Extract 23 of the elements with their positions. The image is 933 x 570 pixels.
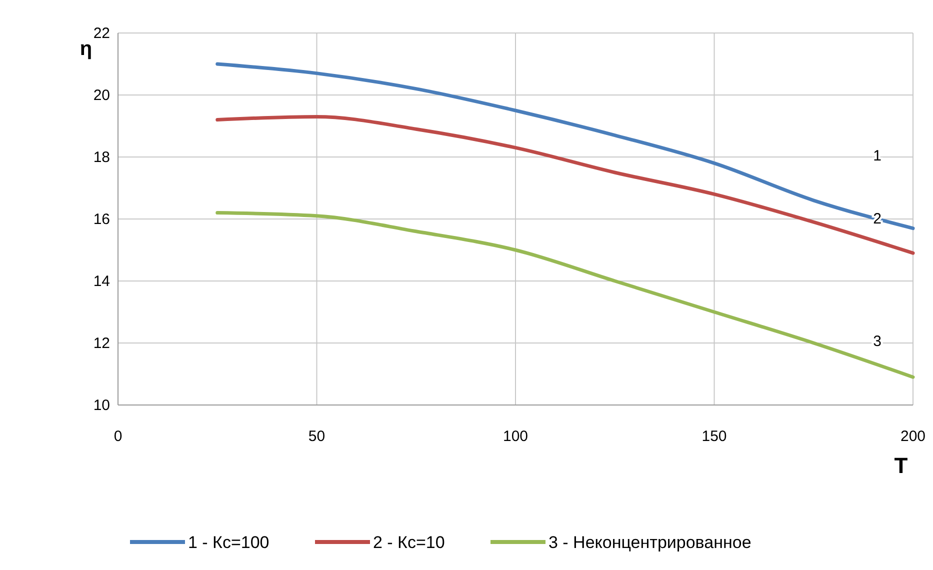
legend-label: 1 - Кс=100 bbox=[188, 533, 270, 552]
legend-label: 2 - Кс=10 bbox=[373, 533, 445, 552]
legend-label: 3 - Неконцентрированное bbox=[548, 533, 752, 552]
x-axis-title: T bbox=[894, 453, 908, 478]
y-tick-label: 16 bbox=[93, 211, 110, 228]
annotation: 1 bbox=[873, 147, 882, 164]
x-tick-label: 0 bbox=[114, 428, 122, 445]
y-tick-label: 22 bbox=[93, 25, 110, 42]
x-tick-label: 100 bbox=[502, 428, 528, 445]
y-axis-title: η bbox=[80, 38, 92, 60]
y-tick-label: 12 bbox=[93, 335, 110, 352]
annotation: 3 bbox=[873, 333, 882, 350]
x-tick-label: 150 bbox=[702, 428, 727, 445]
line-series bbox=[216, 211, 915, 379]
y-tick-label: 14 bbox=[93, 273, 110, 290]
line-series bbox=[216, 114, 915, 255]
x-tick-label: 50 bbox=[308, 428, 326, 445]
y-tick-label: 20 bbox=[93, 87, 110, 104]
y-tick-label: 10 bbox=[93, 397, 110, 414]
annotation: 2 bbox=[873, 210, 882, 228]
x-tick-label: 200 bbox=[900, 428, 926, 445]
y-tick-label: 18 bbox=[93, 149, 110, 166]
line-series bbox=[216, 62, 915, 230]
